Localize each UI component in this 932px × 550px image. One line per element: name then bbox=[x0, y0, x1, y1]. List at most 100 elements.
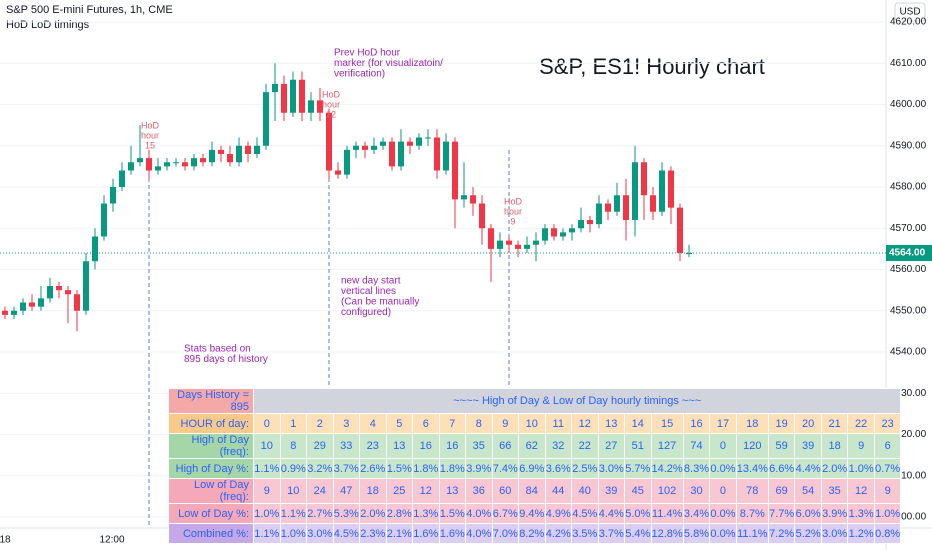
table-cell: 16 bbox=[682, 413, 711, 434]
table-cell: 6 bbox=[873, 433, 902, 459]
candle-body bbox=[137, 158, 143, 163]
note: new day start bbox=[341, 276, 401, 287]
note: verification) bbox=[334, 69, 385, 80]
table-cell: 13 bbox=[385, 433, 413, 459]
candle-body bbox=[146, 158, 152, 171]
y-tick-label: 4500.00 bbox=[890, 512, 927, 523]
table-cell: 5.8% bbox=[682, 523, 711, 544]
table-cell: 9.4% bbox=[518, 503, 546, 524]
table-cell: 3 bbox=[332, 413, 360, 434]
table-cell: 10 bbox=[518, 413, 546, 434]
overlay-title: S&P, ES1! Hourly chart bbox=[539, 54, 765, 79]
candle-body bbox=[416, 137, 422, 146]
table-cell: 44 bbox=[544, 478, 572, 504]
table-cell: 39 bbox=[794, 433, 822, 459]
table-cell: 1.8% bbox=[412, 458, 440, 479]
table-cell: 30 bbox=[682, 478, 711, 504]
table-cell: 36 bbox=[465, 478, 493, 504]
candle-body bbox=[83, 261, 89, 311]
candle-body bbox=[677, 207, 683, 253]
candle-body bbox=[335, 170, 341, 175]
table-cell: 10 bbox=[253, 433, 281, 459]
table-cell: 35 bbox=[465, 433, 493, 459]
table-cell: 19 bbox=[767, 413, 796, 434]
candle-body bbox=[470, 195, 476, 204]
candle-body bbox=[119, 170, 125, 187]
table-cell: 3.0% bbox=[820, 523, 849, 544]
table-row: Combined %: 1.1% 1.0% 3.0% 4.5% 2.3% 2.1% 1.6% 1… bbox=[168, 523, 902, 544]
hod-marker-label: hour bbox=[504, 206, 522, 216]
table-cell: 2.8% bbox=[385, 503, 413, 524]
row-label: High of Day (freq): bbox=[168, 433, 254, 459]
candle-body bbox=[641, 162, 647, 196]
candle-body bbox=[371, 145, 377, 150]
table-cell: 9 bbox=[253, 478, 281, 504]
candle-body bbox=[155, 166, 161, 171]
table-cell: 9 bbox=[873, 478, 902, 504]
table-cell: 2.0% bbox=[820, 458, 849, 479]
table-cell: 17 bbox=[709, 413, 737, 434]
candle-body bbox=[272, 83, 278, 93]
candle-body bbox=[317, 100, 323, 113]
candle-body bbox=[2, 310, 8, 315]
table-cell: 15 bbox=[650, 413, 684, 434]
candle-body bbox=[92, 236, 98, 262]
candle-body bbox=[110, 187, 116, 204]
table-cell: 84 bbox=[518, 478, 546, 504]
y-tick-label: 4510.00 bbox=[890, 470, 927, 481]
candle-body bbox=[407, 141, 413, 146]
y-tick-label: 4620.00 bbox=[890, 17, 927, 28]
candle-body bbox=[623, 195, 629, 220]
table-cell: 6 bbox=[412, 413, 440, 434]
candle-body bbox=[209, 149, 215, 163]
table-cell: 3.0% bbox=[306, 523, 334, 544]
table-cell: 1.1% bbox=[253, 458, 281, 479]
table-cell: 1.0% bbox=[253, 503, 281, 524]
table-cell: 3.7% bbox=[597, 523, 625, 544]
table-cell: 14.2% bbox=[650, 458, 684, 479]
table-cell: 8.7% bbox=[735, 503, 769, 524]
candle-body bbox=[659, 170, 665, 212]
candle-body bbox=[344, 149, 350, 175]
table-cell: 0.0% bbox=[709, 523, 737, 544]
table-cell: 0.0% bbox=[709, 458, 737, 479]
table-cell: 1.5% bbox=[438, 503, 466, 524]
table-cell: 12 bbox=[571, 413, 599, 434]
candle-body bbox=[308, 100, 314, 113]
last-price-box bbox=[886, 245, 932, 261]
candle-body bbox=[353, 145, 359, 150]
table-cell: 0 bbox=[253, 413, 281, 434]
candle-body bbox=[128, 162, 134, 171]
candle-body bbox=[20, 302, 26, 311]
table-cell: 2.0% bbox=[359, 503, 387, 524]
note: Prev HoD hour bbox=[334, 48, 401, 59]
table-cell: 0 bbox=[709, 478, 737, 504]
table-cell: 3.4% bbox=[682, 503, 711, 524]
candle-body bbox=[29, 302, 35, 307]
table-cell: 8.3% bbox=[682, 458, 711, 479]
candle-body bbox=[614, 195, 620, 212]
currency-button[interactable] bbox=[894, 2, 926, 22]
table-cell: 5.0% bbox=[624, 503, 652, 524]
table-cell: 4.0% bbox=[465, 503, 493, 524]
table-row: High of Day %: 1.1% 0.9% 3.2% 3.7% 2.6% 1.5% 1.… bbox=[168, 458, 902, 479]
y-tick-label: 4520.00 bbox=[890, 429, 927, 440]
table-cell: 1.1% bbox=[253, 523, 281, 544]
table-row: Low of Day %: 1.0% 1.1% 2.7% 5.3% 2.0% 2.8% 1.3… bbox=[168, 503, 902, 524]
candle-body bbox=[74, 294, 80, 311]
table-cell: 127 bbox=[650, 433, 684, 459]
candle-body bbox=[461, 195, 467, 200]
hod-marker-label: HoD bbox=[322, 89, 341, 99]
row-label: Low of Day %: bbox=[168, 503, 254, 524]
table-cell: 2.5% bbox=[571, 458, 599, 479]
table-cell: 2.1% bbox=[385, 523, 413, 544]
candle-body bbox=[569, 228, 575, 233]
table-cell: 32 bbox=[544, 433, 572, 459]
row-label: High of Day %: bbox=[168, 458, 254, 479]
table-cell: 1.0% bbox=[873, 503, 902, 524]
table-cell: 1 bbox=[279, 413, 307, 434]
hod-marker-label: 15 bbox=[145, 140, 155, 150]
table-cell: 22 bbox=[571, 433, 599, 459]
